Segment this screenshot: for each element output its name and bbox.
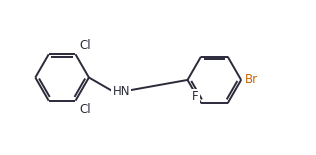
Text: F: F <box>192 90 199 103</box>
Text: Cl: Cl <box>79 103 91 116</box>
Text: HN: HN <box>112 85 130 98</box>
Text: Cl: Cl <box>79 39 91 52</box>
Text: Br: Br <box>245 73 258 86</box>
